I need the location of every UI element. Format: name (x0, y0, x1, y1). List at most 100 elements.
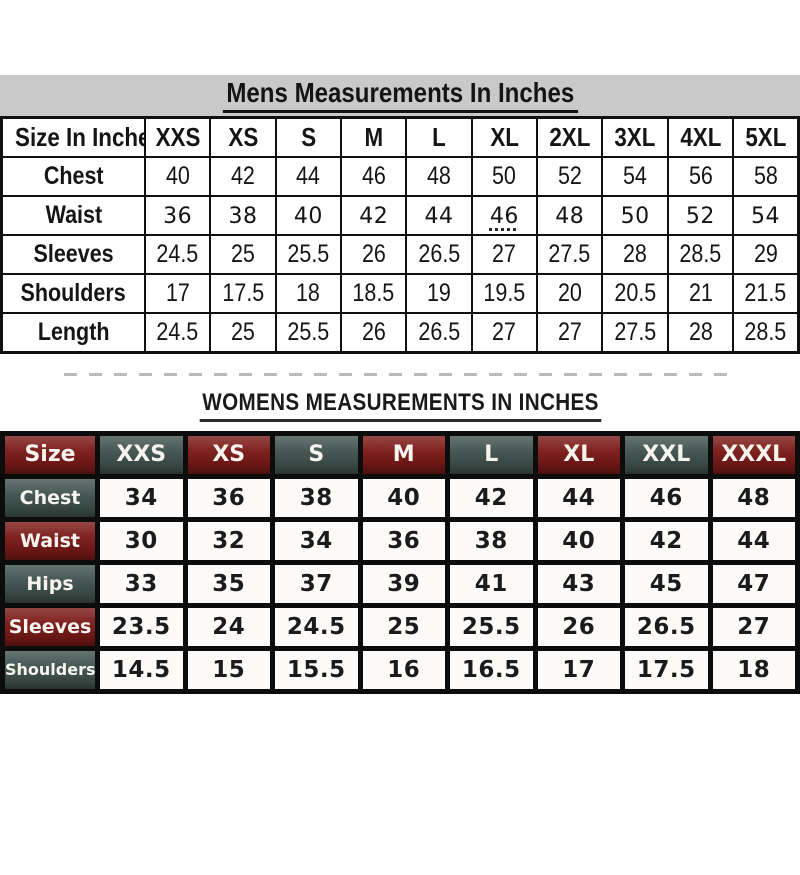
mens-row-label: Shoulders (0, 273, 146, 314)
mens-row-label-text: Shoulders (20, 279, 127, 307)
mens-col-header: XS (209, 116, 277, 158)
mens-col-header: 3XL (601, 116, 669, 158)
womens-size-cell: 26 (537, 607, 620, 646)
mens-size-value: 20 (557, 279, 582, 307)
mens-row-label-text: Waist (45, 201, 102, 229)
mens-col-header-label: 4XL (679, 122, 721, 152)
mens-size-cell: 17 (143, 273, 212, 314)
womens-row-label-text: Hips (26, 572, 74, 595)
womens-size-cell: 25.5 (450, 607, 533, 646)
womens-size-value: 26 (562, 613, 596, 640)
mens-size-value: 52 (685, 204, 715, 229)
mens-size-value: 29 (753, 240, 778, 268)
mens-col-header-label: XS (228, 122, 258, 152)
womens-row-label: Hips (5, 564, 95, 603)
womens-size-cell: 37 (275, 564, 358, 603)
mens-size-cell: 25.5 (274, 312, 343, 354)
mens-size-value: 54 (623, 162, 648, 190)
mens-row-label: Length (0, 312, 146, 354)
mens-size-value: 36 (163, 204, 193, 229)
womens-col-header: XXL (625, 435, 708, 474)
womens-size-value: 15.5 (286, 656, 346, 683)
womens-size-cell: 32 (187, 521, 270, 560)
womens-size-value: 25 (387, 613, 421, 640)
mens-size-value: 27 (557, 318, 582, 346)
mens-size-value: 50 (620, 204, 650, 229)
womens-size-value: 24 (212, 613, 246, 640)
womens-table-head: Size XXS XS S M L XL XXL XXXL (5, 435, 795, 474)
mens-size-cell: 18 (274, 273, 343, 314)
mens-size-value: 19.5 (483, 279, 526, 307)
womens-col-header-label: L (484, 442, 499, 468)
womens-size-value: 42 (649, 527, 683, 554)
mens-size-value: 52 (557, 162, 582, 190)
womens-size-value: 33 (124, 570, 158, 597)
mens-size-cell: 25 (209, 312, 277, 354)
womens-col-header: M (362, 435, 445, 474)
womens-size-cell: 36 (187, 478, 270, 517)
mens-col-header: XL (470, 116, 539, 158)
mens-size-value: 42 (359, 204, 389, 229)
womens-row-label-text: Waist (19, 529, 80, 552)
mens-size-value: 27.5 (614, 318, 656, 346)
mens-size-value: 25.5 (287, 240, 330, 268)
womens-col-header-label: M (392, 442, 415, 468)
womens-chart-title: WOMENS MEASUREMENTS IN INCHES (199, 389, 601, 422)
mens-col-header-label: S (300, 122, 316, 152)
womens-row-label: Sleeves (5, 607, 95, 646)
mens-size-cell: 46 (470, 195, 539, 236)
womens-size-value: 44 (562, 484, 596, 511)
womens-size-value: 16 (387, 656, 421, 683)
mens-size-cell: 44 (405, 195, 473, 236)
womens-col-header-label: XXL (642, 442, 691, 468)
womens-size-value: 40 (387, 484, 421, 511)
mens-size-cell: 58 (732, 156, 800, 197)
mens-size-cell: 27 (470, 312, 539, 354)
womens-size-cell: 39 (362, 564, 445, 603)
womens-col-header-label: XS (212, 442, 246, 468)
mens-size-value: 40 (165, 162, 190, 190)
mens-size-cell: 28 (601, 234, 669, 275)
mens-size-cell: 38 (209, 195, 277, 236)
womens-size-value: 47 (737, 570, 771, 597)
womens-size-cell: 26.5 (625, 607, 708, 646)
womens-row-label-text: Chest (19, 486, 81, 509)
mens-size-cell: 29 (732, 234, 800, 275)
mens-size-cell: 52 (666, 195, 735, 236)
mens-size-cell: 50 (601, 195, 669, 236)
mens-size-cell: 26.5 (405, 312, 473, 354)
mens-col-header-label: XL (490, 122, 519, 152)
womens-col-header-label: Size (24, 442, 76, 468)
womens-size-value: 37 (299, 570, 333, 597)
mens-size-cell: 17.5 (209, 273, 277, 314)
mens-size-cell: 42 (209, 156, 277, 197)
womens-size-value: 26.5 (636, 613, 696, 640)
mens-table-row: Length 24.5 25 25.5 26 26.5 27 27 27.5 28 28.5 (0, 312, 800, 354)
mens-col-header: M (340, 116, 408, 158)
mens-row-label: Waist (0, 195, 146, 236)
womens-size-table: Size XXS XS S M L XL XXL XXXL Chest 34 36 38 40 42 44 4… (0, 430, 800, 694)
womens-table-row: Chest 34 36 38 40 42 44 46 48 (5, 478, 795, 517)
womens-size-cell: 45 (625, 564, 708, 603)
womens-size-value: 27 (737, 613, 771, 640)
womens-size-cell: 38 (450, 521, 533, 560)
mens-size-table: Size In Inches XXS XS S M L XL 2XL 3XL 4XL 5XL Che… (0, 116, 800, 354)
mens-table-row: Shoulders 17 17.5 18 18.5 19 19.5 20 20.5 21 21.5 (0, 273, 800, 314)
mens-row-label: Chest (0, 156, 146, 197)
mens-size-cell: 27 (536, 312, 604, 354)
mens-row-label: Sleeves (0, 234, 146, 275)
womens-corner-header: Size (5, 435, 95, 474)
mens-size-value: 26.5 (418, 240, 460, 268)
womens-size-cell: 41 (450, 564, 533, 603)
womens-size-value: 38 (474, 527, 508, 554)
womens-size-value: 46 (649, 484, 683, 511)
mens-size-value: 27 (492, 318, 517, 346)
mens-size-value: 28.5 (679, 240, 722, 268)
mens-table-body: Chest 40 42 44 46 48 50 52 54 56 58 Waist 36 38 40 42 44… (0, 156, 800, 354)
dashed-divider (64, 373, 736, 376)
womens-col-header: XS (187, 435, 270, 474)
womens-size-value: 38 (299, 484, 333, 511)
womens-col-header-label: S (308, 442, 325, 468)
mens-size-value: 28 (688, 318, 713, 346)
womens-size-cell: 38 (275, 478, 358, 517)
